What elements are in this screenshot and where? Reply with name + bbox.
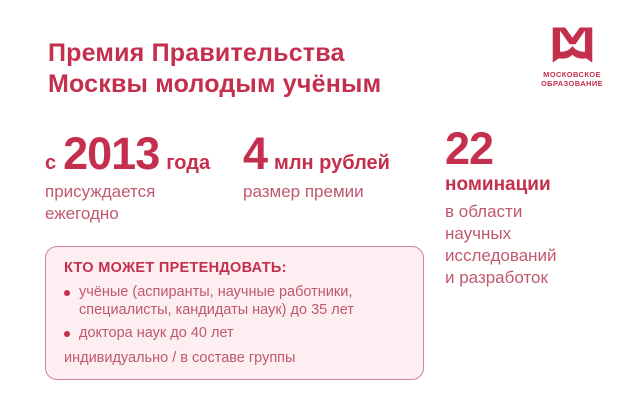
moscow-education-logo: МОСКОВСКОЕ ОБРАЗОВАНИЕ — [536, 26, 608, 88]
eligibility-footer: индивидуально / в составе группы — [64, 349, 296, 366]
page-title-line1: Премия Правительства — [48, 39, 345, 67]
stat-year: с 2013 года присуждается ежегодно — [45, 128, 211, 225]
eligibility-bullet-text: учёные (аспиранты, научные работники, сп… — [79, 284, 354, 318]
page-title: Премия Правительства Москвы молодым учён… — [48, 38, 381, 100]
stat-year-prefix: с — [45, 152, 57, 174]
logo-text: МОСКОВСКОЕ ОБРАЗОВАНИЕ — [536, 70, 608, 88]
bullet-dot-icon — [64, 290, 70, 296]
bullet-dot-icon — [64, 331, 70, 337]
stat-nominations-headline: 22 — [445, 123, 557, 174]
eligibility-heading: КТО МОЖЕТ ПРЕТЕНДОВАТЬ: — [64, 260, 287, 276]
stat-prize-suffix: млн рублей — [274, 152, 390, 174]
stat-year-suffix: года — [166, 152, 211, 174]
eligibility-list: учёные (аспиранты, научные работники, сп… — [64, 284, 405, 343]
page-title-line2: Москвы молодым учёным — [48, 70, 382, 98]
stat-nominations: 22 номинации в области научных исследова… — [445, 123, 557, 289]
stat-year-value: 2013 — [63, 128, 160, 179]
stat-prize-value: 4 — [243, 128, 268, 179]
stat-year-description: присуждается ежегодно — [45, 182, 156, 223]
eligibility-bullet-text: доктора наук до 40 лет — [79, 325, 234, 341]
list-item: учёные (аспиранты, научные работники, сп… — [64, 284, 405, 319]
stat-year-headline: с 2013 года — [45, 128, 211, 179]
stat-nominations-label: номинации — [445, 174, 551, 195]
stat-nominations-description: в области научных исследований и разрабо… — [445, 202, 557, 287]
logo-text-line2: ОБРАЗОВАНИЕ — [540, 79, 604, 88]
stat-nominations-value: 22 — [445, 123, 494, 174]
list-item: доктора наук до 40 лет — [64, 325, 405, 343]
open-book-m-icon — [552, 27, 592, 63]
stat-prize-description: размер премии — [243, 182, 364, 201]
stat-prize-headline: 4 млн рублей — [243, 128, 390, 179]
logo-text-line1: МОСКОВСКОЕ — [543, 70, 601, 79]
eligibility-box: КТО МОЖЕТ ПРЕТЕНДОВАТЬ: учёные (аспирант… — [45, 246, 424, 380]
stat-prize-amount: 4 млн рублей размер премии — [243, 128, 390, 203]
